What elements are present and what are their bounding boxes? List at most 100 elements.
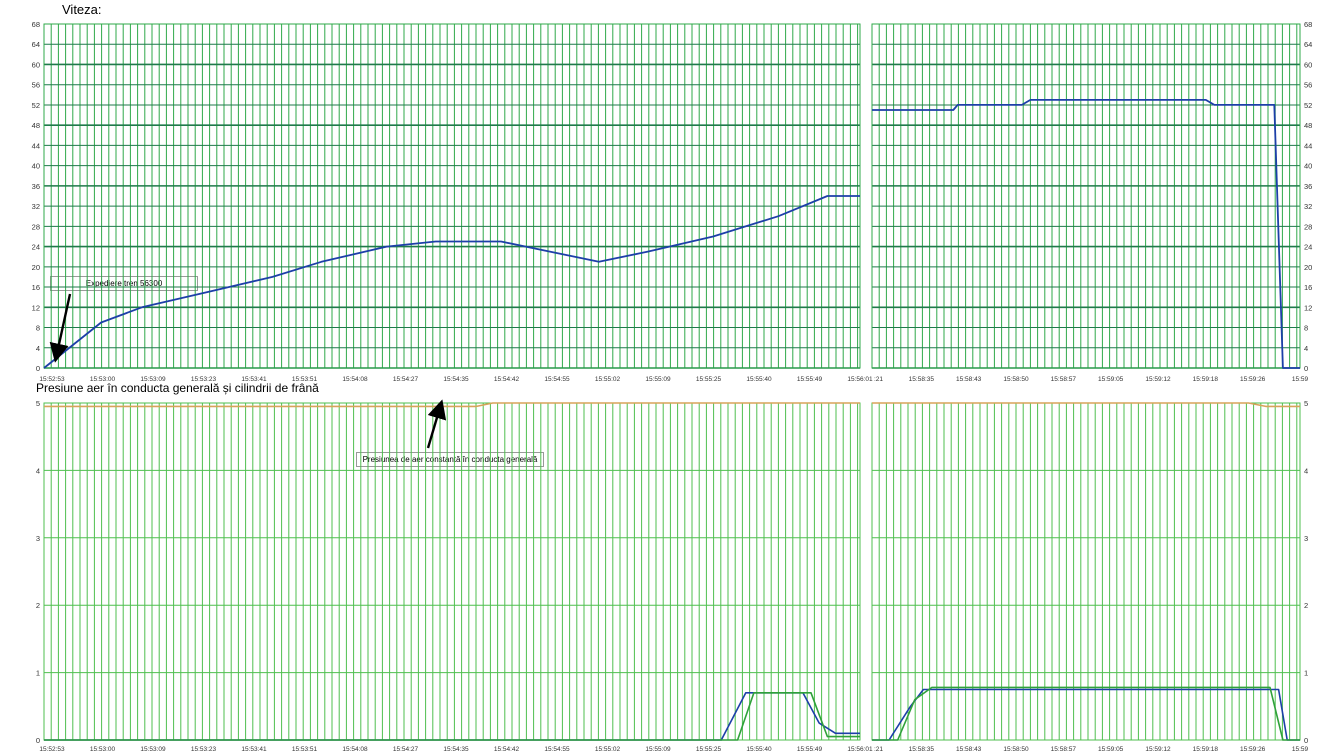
x-tick-label: 15:55:25	[696, 376, 722, 383]
series-line-cylinder-blue	[872, 688, 1300, 741]
y-tick-label: 44	[32, 141, 40, 150]
x-tick-label: 15:54:27	[393, 376, 419, 383]
x-tick-label: 15:59:18	[1193, 376, 1219, 383]
y-tick-label-right: 64	[1304, 40, 1312, 49]
x-tick-label: 15:53:51	[292, 746, 318, 753]
x-tick-label: 15:54:55	[544, 746, 570, 753]
x-tick-label: 15:59	[1292, 376, 1309, 383]
y-tick-label-right: 60	[1304, 60, 1312, 69]
x-tick-label: 15:59	[1292, 746, 1309, 753]
y-tick-label: 5	[36, 399, 40, 408]
y-tick-label-right: 68	[1304, 20, 1312, 29]
y-tick-label-right: 2	[1304, 601, 1308, 610]
y-tick-label: 16	[32, 283, 40, 292]
y-tick-label-right: 52	[1304, 101, 1312, 110]
y-tick-label-right: 1	[1304, 669, 1308, 678]
y-tick-label: 8	[36, 324, 40, 333]
x-tick-label: 15:59:05	[1098, 746, 1124, 753]
x-tick-label: 15:55:49	[797, 746, 823, 753]
x-tick-label: 15:53:23	[191, 746, 217, 753]
x-tick-label: 15:59:12	[1145, 746, 1171, 753]
x-tick-label: 15:58:35	[909, 746, 935, 753]
y-tick-label: 24	[32, 243, 40, 252]
x-tick-label: 15:53:09	[140, 746, 166, 753]
y-tick-label: 68	[32, 20, 40, 29]
x-tick-label: 15:55:40	[746, 376, 772, 383]
y-tick-label: 40	[32, 162, 40, 171]
x-tick-label: 15:55:02	[595, 746, 621, 753]
x-tick-label: 15:55:09	[645, 376, 671, 383]
x-tick-label: 15:55:09	[645, 746, 671, 753]
x-tick-label: 15:55:40	[746, 746, 772, 753]
x-tick-label: 15:59:18	[1193, 746, 1219, 753]
x-tick-label: 15:58:57	[1051, 746, 1077, 753]
y-tick-label-right: 4	[1304, 466, 1308, 475]
speed-chart-title: Viteza:	[62, 2, 102, 17]
series-line	[872, 99, 1300, 369]
x-tick-label: 15:59:05	[1098, 376, 1124, 383]
x-tick-label: 15:55:25	[696, 746, 722, 753]
x-tick-label: 15:53:23	[191, 376, 217, 383]
x-tick-label: 15:58:50	[1003, 376, 1029, 383]
y-tick-label-right: 4	[1304, 344, 1308, 353]
y-tick-label-right: 3	[1304, 534, 1308, 543]
x-tick-label: 15:58:43	[956, 746, 982, 753]
y-tick-label: 20	[32, 263, 40, 272]
y-tick-label: 60	[32, 60, 40, 69]
x-tick-label: :21	[874, 376, 883, 383]
plot-frame	[871, 23, 1301, 369]
y-tick-label-right: 32	[1304, 202, 1312, 211]
y-tick-label: 4	[36, 466, 40, 475]
y-tick-label: 64	[32, 40, 40, 49]
x-tick-label: 15:54:55	[544, 376, 570, 383]
x-tick-label: 15:52:53	[39, 376, 65, 383]
y-tick-label: 0	[36, 736, 40, 745]
y-tick-label-right: 28	[1304, 222, 1312, 231]
y-tick-label: 2	[36, 601, 40, 610]
y-tick-label: 48	[32, 121, 40, 130]
annotation-arrows	[49, 293, 447, 449]
y-tick-label-right: 48	[1304, 121, 1312, 130]
y-tick-label-right: 8	[1304, 324, 1308, 333]
x-tick-label: 15:54:42	[494, 376, 520, 383]
series-line-pipe	[44, 402, 860, 408]
y-tick-label-right: 0	[1304, 364, 1308, 373]
series	[43, 99, 1300, 741]
x-tick-label: 15:53:00	[90, 376, 116, 383]
x-tick-label: 15:54:08	[342, 746, 368, 753]
x-tick-label: 15:55:49	[797, 376, 823, 383]
y-tick-label: 0	[36, 364, 40, 373]
x-tick-label: 15:58:57	[1051, 376, 1077, 383]
series-line-pipe	[872, 402, 1300, 408]
arrow-constant-pressure	[426, 399, 447, 449]
y-tick-label-right: 56	[1304, 81, 1312, 90]
x-tick-label: 15:54:35	[443, 746, 469, 753]
y-tick-label: 28	[32, 222, 40, 231]
y-tick-label-right: 5	[1304, 399, 1308, 408]
x-tick-label: 15:56:01	[847, 376, 873, 383]
x-tick-label: 15:53:41	[241, 376, 267, 383]
y-tick-label-right: 40	[1304, 162, 1312, 171]
y-tick-label: 3	[36, 534, 40, 543]
x-tick-label: 15:58:50	[1003, 746, 1029, 753]
axes: 15:52:53 15:53:00 15:53:09 15:53:23 15:53:41…	[32, 20, 1313, 753]
x-tick-label: 15:55:02	[595, 376, 621, 383]
x-tick-label: 15:58:35	[909, 376, 935, 383]
y-tick-label-right: 16	[1304, 283, 1312, 292]
y-tick-label: 36	[32, 182, 40, 191]
y-tick-label: 4	[36, 344, 40, 353]
y-tick-label: 12	[32, 303, 40, 312]
x-tick-label: 15:59:26	[1240, 746, 1266, 753]
y-tick-label-right: 24	[1304, 243, 1312, 252]
annotation-constant-pipe-pressure: Presiunea de aer constantă în conducta g…	[356, 452, 544, 467]
x-tick-label: :21	[874, 746, 883, 753]
series-line	[43, 195, 860, 369]
y-tick-label-right: 36	[1304, 182, 1312, 191]
x-tick-label: 15:53:09	[140, 376, 166, 383]
pressure-chart-title: Presiune aer în conducta generală și cil…	[36, 381, 319, 395]
y-tick-label-right: 20	[1304, 263, 1312, 272]
x-tick-label: 15:56:01	[847, 746, 873, 753]
y-tick-label: 32	[32, 202, 40, 211]
x-tick-label: 15:52:53	[39, 746, 65, 753]
